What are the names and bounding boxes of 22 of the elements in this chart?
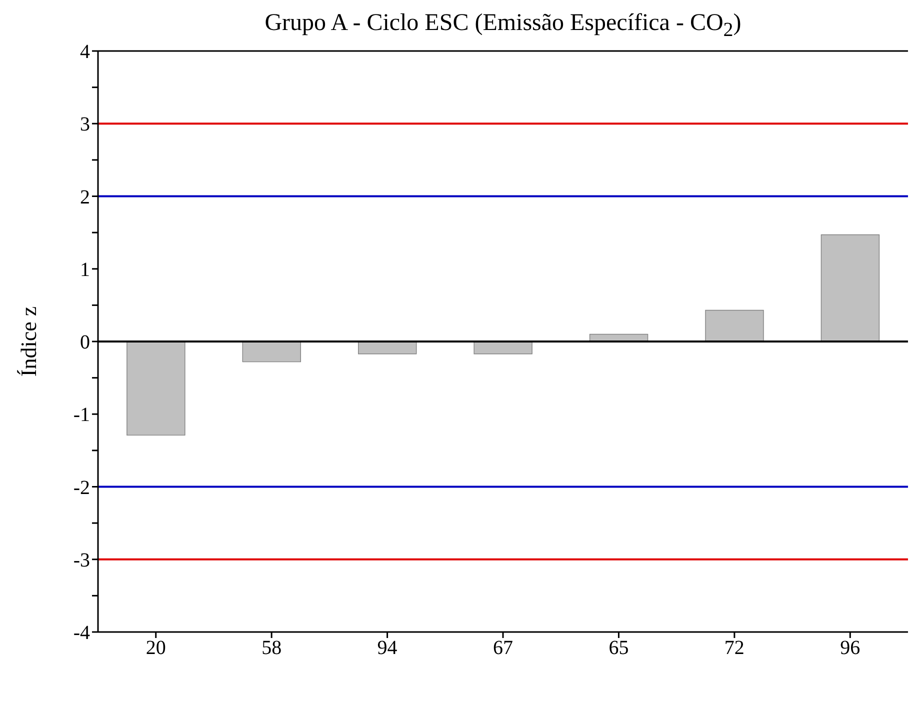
y-axis-title: Índice z [16,306,41,377]
x-tick-label: 72 [724,637,744,660]
x-tick-label: 67 [493,637,513,660]
y-tick-label: -1 [73,404,90,426]
bar [820,234,880,342]
y-tick-label: 0 [80,332,90,354]
x-tick-label: 58 [262,637,282,660]
y-tick-label: -4 [73,622,90,644]
x-tick-label: 20 [146,637,166,660]
y-tick-label: -2 [73,476,90,499]
y-tick-label: -3 [73,549,90,572]
bar [705,310,764,342]
x-tick-label: 65 [608,637,629,660]
chart-title: Grupo A - Ciclo ESC (Emissão Específica - CO$_{2}$) [264,9,742,41]
y-tick-label: 3 [80,114,90,136]
y-tick-label: 2 [80,186,90,208]
y-tick-label: 1 [80,258,90,281]
bar [242,341,301,362]
x-tick-label: 96 [840,637,860,660]
x-tick-label: 94 [377,637,398,660]
bar [126,341,186,436]
y-tick-label: 4 [80,41,90,64]
